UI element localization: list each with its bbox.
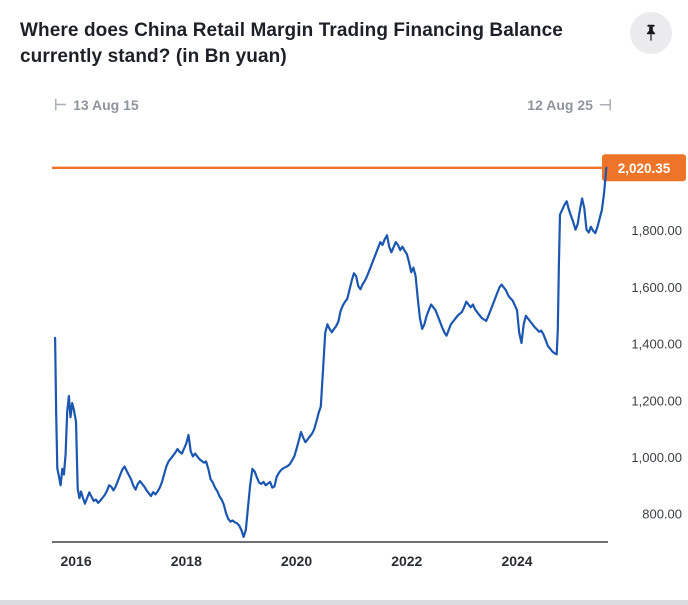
- y-tick-label: 1,600.00: [631, 280, 682, 295]
- x-tick-label: 2018: [171, 553, 202, 569]
- y-tick-label: 1,200.00: [631, 394, 682, 409]
- pin-icon: [646, 24, 656, 41]
- date-range-row: ⊢ 13 Aug 15 12 Aug 25 ⊣: [54, 96, 612, 114]
- range-start-label: 13 Aug 15: [73, 97, 139, 114]
- header: Where does China Retail Margin Trading F…: [0, 0, 688, 70]
- y-tick-label: 1,400.00: [631, 337, 682, 352]
- range-end-marker-icon: ⊣: [598, 97, 612, 115]
- range-end: 12 Aug 25 ⊣: [527, 96, 612, 114]
- y-tick-label: 800.00: [642, 507, 682, 522]
- pin-button[interactable]: [630, 12, 672, 54]
- page-bottom-edge: [0, 600, 688, 605]
- x-tick-label: 2022: [391, 553, 422, 569]
- range-start: ⊢ 13 Aug 15: [54, 96, 139, 114]
- current-value-label: 2,020.35: [618, 161, 671, 176]
- x-tick-label: 2024: [501, 553, 532, 569]
- x-tick-label: 2020: [281, 553, 312, 569]
- range-end-label: 12 Aug 25: [527, 97, 593, 114]
- range-start-marker-icon: ⊢: [54, 97, 68, 115]
- y-tick-label: 1,800.00: [631, 224, 682, 239]
- x-tick-label: 2016: [60, 553, 91, 569]
- y-tick-label: 1,000.00: [631, 450, 682, 465]
- current-value-badge: [602, 154, 686, 182]
- series-line: [53, 167, 608, 539]
- page-title: Where does China Retail Margin Trading F…: [20, 20, 563, 68]
- chart-svg[interactable]: 800.00 1,000.00 1,200.00 1,400.00 1,600.00 1,…: [0, 134, 688, 596]
